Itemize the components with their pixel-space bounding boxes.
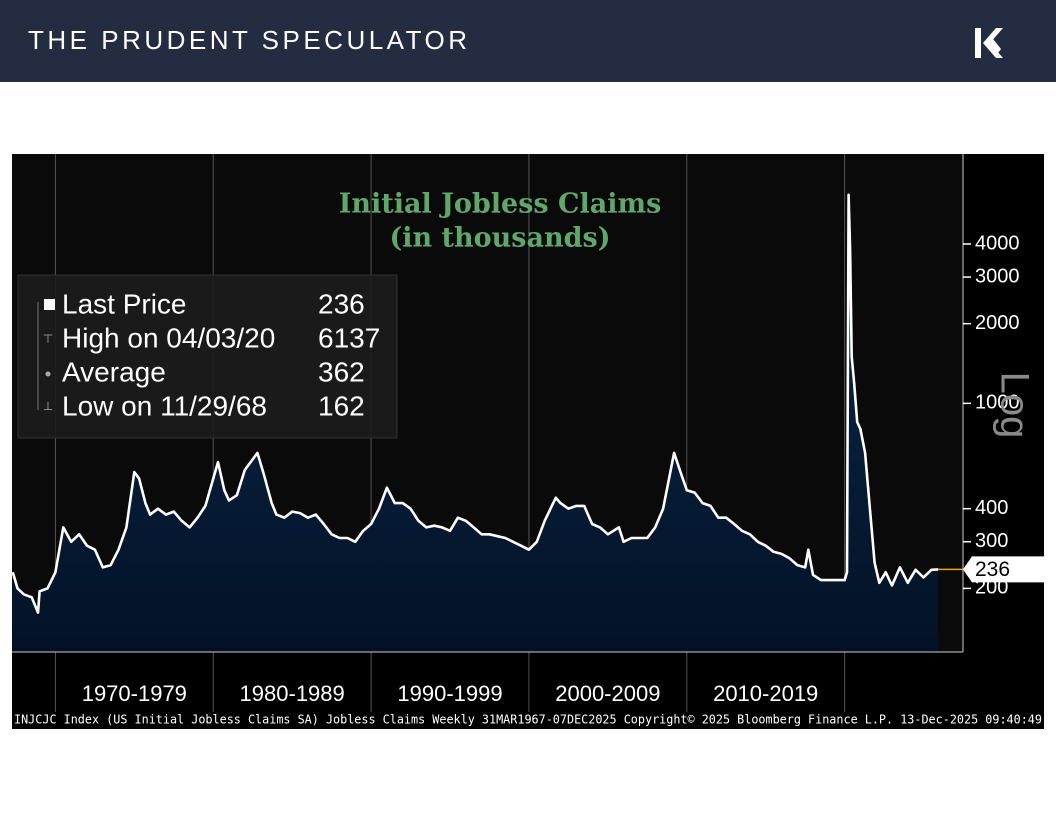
y-tick-label: 400 (975, 497, 1008, 519)
chart-title: Initial Jobless Claims (339, 189, 662, 220)
header-bar (0, 0, 1056, 82)
y-tick-label: 2000 (975, 312, 1020, 334)
legend-value: 362 (318, 356, 365, 387)
last-price-tag (963, 556, 1044, 583)
legend-label: High on 04/03/20 (62, 322, 275, 353)
legend-icon (45, 371, 51, 377)
legend-value: 162 (318, 390, 365, 421)
x-tick-label: 1980-1989 (240, 681, 345, 706)
last-price-label: 236 (975, 558, 1010, 581)
header-title: THE PRUDENT SPECULATOR (28, 25, 471, 55)
y-tick-label: 1000 (975, 392, 1020, 414)
chart-subtitle: (in thousands) (390, 223, 611, 254)
area (12, 194, 939, 653)
x-tick-label: 1990-1999 (397, 681, 502, 706)
chart: 1970-1979 1980-1989 1990-1999 2000-2009 2010… (11, 154, 1044, 712)
logo (975, 28, 1003, 58)
legend-icon: ⊥ (43, 399, 53, 413)
y-tick-label: 3000 (975, 265, 1020, 287)
scale-label: Log (992, 372, 1036, 439)
x-tick-label: 2010-2019 (713, 681, 818, 706)
line (11, 193, 939, 614)
legend-value: 236 (318, 288, 365, 319)
legend-value: 6137 (318, 322, 380, 353)
x-tick-label: 2000-2009 (555, 681, 660, 706)
y-tick-label: 4000 (975, 232, 1020, 254)
source-note: INJCJC Index (US Initial Jobless Claims … (14, 713, 1042, 727)
legend-label: Low on 11/29/68 (62, 390, 267, 421)
legend-icon: ⊤ (43, 332, 53, 346)
legend-label: Average (62, 356, 166, 387)
x-tick-label: 1970-1979 (82, 681, 187, 706)
legend-box (17, 274, 398, 439)
y-tick-label: 300 (975, 530, 1008, 552)
legend-label: Last Price (62, 288, 187, 319)
legend-icon (44, 299, 55, 310)
